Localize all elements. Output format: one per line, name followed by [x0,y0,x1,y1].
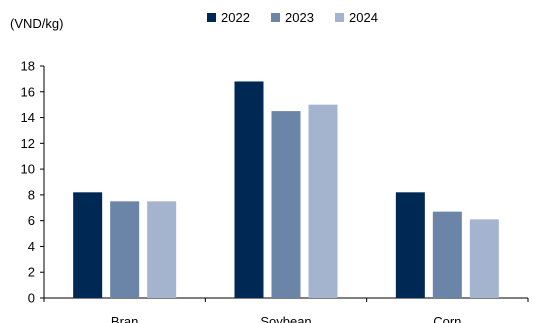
bar-soybean-2024 [308,104,338,299]
y-tick-label: 10 [21,162,35,177]
bar-bran-2022 [73,192,103,298]
bar-soybean-2022 [234,81,264,298]
x-category-label: Corn [433,314,461,323]
bar-bran-2023 [110,201,140,298]
legend: 2022 2023 2024 [207,10,378,25]
legend-label-2024: 2024 [349,10,378,25]
y-tick-label: 14 [21,110,35,125]
y-tick-label: 18 [21,59,35,74]
y-tick-label: 12 [21,136,35,151]
bar-corn-2023 [432,211,462,298]
axes: 0 2 4 6 8 10 12 14 16 18 Bran Soybean Corn [21,59,529,323]
y-tick-label: 8 [28,187,35,202]
bar-bran-2024 [147,201,177,298]
y-tick-label: 16 [21,84,35,99]
legend-label-2022: 2022 [221,10,250,25]
y-tick-label: 2 [28,265,35,280]
y-tick-label: 6 [28,213,35,228]
y-unit-label: (VND/kg) [10,16,63,31]
x-category-label: Bran [111,314,138,323]
bar-soybean-2023 [271,111,301,298]
y-tick-label: 4 [28,239,35,254]
legend-swatch-2024 [335,13,344,22]
y-tick-label: 0 [28,291,35,306]
bar-corn-2024 [469,219,499,298]
legend-swatch-2022 [207,13,216,22]
legend-label-2023: 2023 [285,10,314,25]
legend-swatch-2023 [271,13,280,22]
x-category-label: Soybean [260,314,311,323]
bar-corn-2022 [395,192,425,298]
bars [73,81,499,299]
